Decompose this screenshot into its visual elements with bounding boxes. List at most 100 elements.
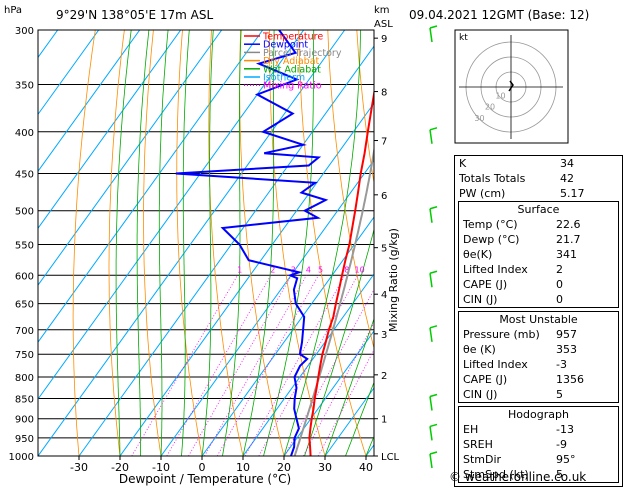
hodograph-trace bbox=[508, 80, 514, 92]
dry-adiabat-line bbox=[327, 30, 374, 350]
km-tick-label: 5 bbox=[381, 244, 387, 255]
surface-key: Dewp (°C) bbox=[463, 233, 520, 246]
pressure-tick-label: 800 bbox=[15, 373, 34, 384]
most-unstable-row: CIN (J) 5 bbox=[459, 387, 618, 402]
legend-label: Temperature bbox=[262, 32, 323, 43]
wind-barb bbox=[429, 451, 438, 469]
surface-row: Dewp (°C) 21.7 bbox=[459, 232, 618, 247]
wind-barb bbox=[429, 270, 438, 288]
index-value: 5.17 bbox=[560, 187, 585, 200]
hodograph-row: StmSpd (kt) 5 bbox=[459, 467, 618, 482]
index-value: 42 bbox=[560, 172, 574, 185]
mixing-ratio-label: 10 bbox=[355, 265, 365, 274]
pressure-tick-label: 650 bbox=[15, 300, 34, 311]
indices-main: K 34 Totals Totals 42 PW (cm) 5.17 bbox=[455, 156, 622, 201]
km-tick-label: 2 bbox=[381, 371, 387, 382]
mixing-ratio-label: 2 bbox=[270, 265, 275, 274]
indices-table: K 34 Totals Totals 42 PW (cm) 5.17 Surface Te… bbox=[454, 155, 623, 487]
most-unstable-title: Most Unstable bbox=[499, 313, 578, 326]
isotherm-line bbox=[38, 30, 346, 456]
dry-adiabat-line bbox=[208, 30, 244, 456]
parcel-trajectory-line bbox=[293, 144, 374, 456]
hodograph-key: StmSpd (kt) bbox=[463, 468, 529, 481]
mixing-ratio-line bbox=[303, 321, 374, 456]
surface-key: CAPE (J) bbox=[463, 278, 508, 291]
mixing-ratio-line bbox=[317, 349, 374, 456]
wet-adiabat-line bbox=[345, 381, 374, 456]
hodograph-value: -13 bbox=[556, 423, 574, 436]
most-unstable-row: θe (K) 353 bbox=[459, 342, 618, 357]
wind-barb bbox=[429, 393, 438, 411]
temp-tick-label: -20 bbox=[111, 461, 129, 474]
dry-adiabat-line bbox=[108, 30, 125, 456]
index-value: 34 bbox=[560, 157, 574, 170]
pressure-tick-label: 950 bbox=[15, 434, 34, 445]
most-unstable-row: Pressure (mb) 957 bbox=[459, 327, 618, 342]
wet-adiabat-line bbox=[304, 227, 374, 456]
index-row: Totals Totals 42 bbox=[455, 171, 622, 186]
wet-adiabat-line bbox=[324, 317, 374, 456]
pressure-tick-label: 900 bbox=[15, 415, 34, 426]
hodograph-row: SREH -9 bbox=[459, 437, 618, 452]
wind-barb bbox=[429, 423, 438, 441]
isotherm-line bbox=[160, 159, 374, 456]
wind-barb bbox=[429, 325, 438, 342]
hodograph-ring-label: 30 bbox=[474, 114, 484, 123]
most-unstable-row: CAPE (J) 1356 bbox=[459, 372, 618, 387]
pressure-tick-label: 700 bbox=[15, 326, 34, 337]
surface-title: Surface bbox=[517, 203, 560, 216]
isotherm-line bbox=[119, 102, 374, 456]
wet-adiabat-line bbox=[222, 30, 242, 456]
isotherm-line bbox=[38, 30, 223, 287]
pressure-tick-label: 400 bbox=[15, 128, 34, 139]
surface-value: 341 bbox=[556, 248, 577, 261]
wet-adiabat-line bbox=[158, 30, 169, 456]
hodograph-key: SREH bbox=[463, 438, 493, 451]
most-unstable-key: Lifted Index bbox=[463, 358, 528, 371]
hodograph-value: -9 bbox=[556, 438, 567, 451]
isotherm-line bbox=[283, 330, 374, 456]
most-unstable-row: Lifted Index -3 bbox=[459, 357, 618, 372]
km-unit: km bbox=[374, 5, 390, 16]
datetime-title: 09.04.2021 12GMT (Base: 12) bbox=[409, 8, 590, 22]
wet-adiabat-line bbox=[201, 30, 214, 456]
surface-row: Temp (°C) 22.6 bbox=[459, 217, 618, 232]
surface-key: θe(K) bbox=[463, 248, 493, 261]
dry-adiabat-line bbox=[239, 30, 285, 456]
pressure-tick-label: 500 bbox=[15, 207, 34, 218]
asl-label: ASL bbox=[374, 19, 393, 30]
location-title: 9°29'N 138°05'E 17m ASL bbox=[56, 8, 214, 22]
pressure-tick-label: 1000 bbox=[9, 452, 34, 463]
surface-value: 21.7 bbox=[556, 233, 581, 246]
legend-label: Isotherm bbox=[263, 73, 305, 84]
index-key: PW (cm) bbox=[459, 187, 506, 200]
most-unstable-key: CAPE (J) bbox=[463, 373, 508, 386]
index-row: PW (cm) 5.17 bbox=[455, 186, 622, 201]
hodograph-ring-label: 10 bbox=[495, 91, 505, 100]
most-unstable-value: 957 bbox=[556, 328, 577, 341]
temp-tick-label: 10 bbox=[236, 461, 250, 474]
wind-barb bbox=[429, 25, 438, 43]
mixing-ratio-label: 1 bbox=[237, 265, 242, 274]
plot-area: 1 2 3 4 5 8 10 15 20 25 bbox=[38, 30, 374, 456]
km-tick-label: 6 bbox=[381, 191, 387, 202]
footer-credit: © weatheronline.co.uk bbox=[449, 470, 587, 484]
km-tick-label: 9 bbox=[381, 34, 387, 45]
isotherm-line bbox=[38, 30, 264, 343]
legend-label: Parcel Trajectory bbox=[263, 48, 342, 59]
mixing-ratio-line bbox=[188, 275, 292, 456]
isotherm-line bbox=[78, 45, 374, 456]
temp-tick-label: 40 bbox=[359, 461, 373, 474]
temperature-line bbox=[308, 88, 374, 456]
mixing-ratio-axis-label: Mixing Ratio (g/kg) bbox=[387, 228, 400, 332]
hodograph-section: Hodograph EH -13 SREH -9 StmDir 95° StmSpd (kt… bbox=[458, 406, 619, 483]
temp-tick-label: 30 bbox=[318, 461, 332, 474]
mixing-ratio-line bbox=[166, 275, 272, 456]
wet-adiabat-line bbox=[242, 30, 275, 456]
hodograph-key: StmDir bbox=[463, 453, 502, 466]
isotherm-line bbox=[38, 30, 100, 116]
dry-adiabat-line bbox=[143, 30, 162, 456]
most-unstable-key: Pressure (mb) bbox=[463, 328, 540, 341]
pressure-unit: hPa bbox=[4, 5, 23, 16]
